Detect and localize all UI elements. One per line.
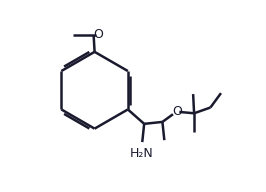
Text: H₂N: H₂N [130, 147, 153, 160]
Text: O: O [94, 28, 103, 41]
Text: O: O [172, 105, 182, 118]
